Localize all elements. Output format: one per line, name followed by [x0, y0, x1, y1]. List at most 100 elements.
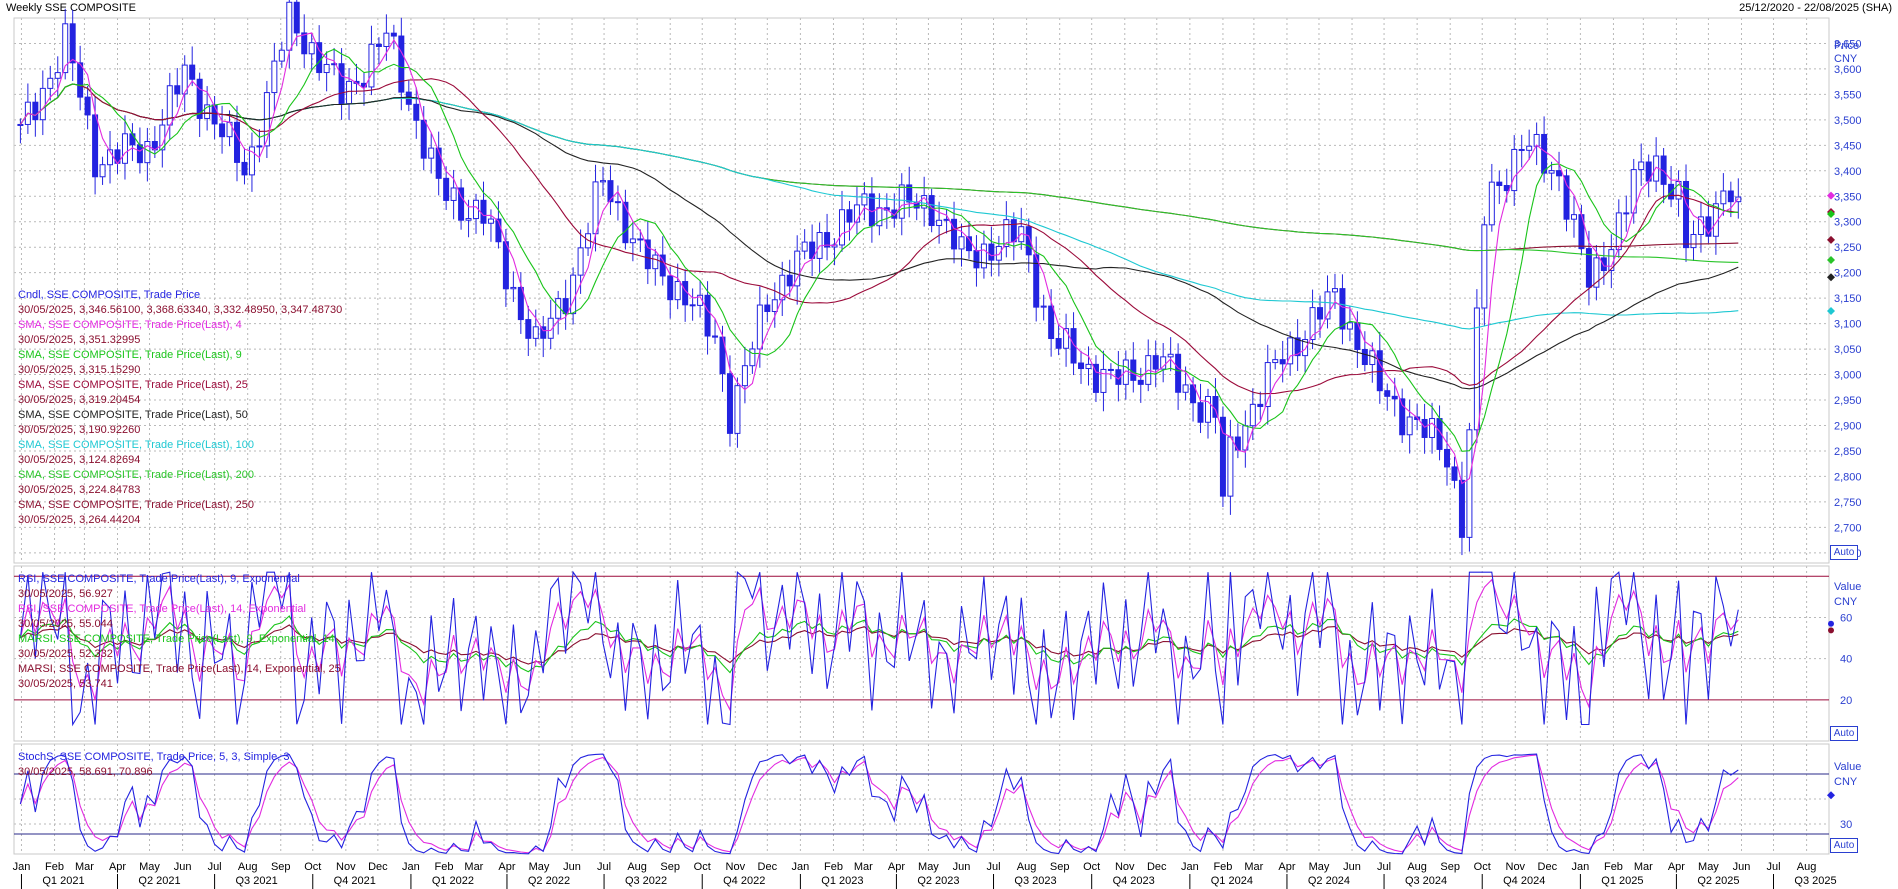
quarter-label: Q3 2021	[235, 875, 277, 887]
rsi-panel-frame	[13, 565, 1830, 742]
month-label: Feb	[435, 861, 454, 873]
candle-body	[771, 299, 778, 312]
candle-body	[62, 23, 69, 74]
candle-body	[1100, 368, 1107, 393]
rsi_panel-legend-line2: 30/05/2025, 55.044	[18, 618, 113, 630]
candle-body	[1511, 148, 1518, 192]
candle-body	[271, 60, 278, 94]
price-tick-label: 3,000	[1834, 370, 1862, 382]
candle-body	[749, 348, 756, 367]
quarter-label: Q2 2025	[1697, 875, 1739, 887]
rsi-value-marker	[1828, 620, 1834, 627]
candle-body	[1518, 148, 1525, 151]
price_panel-legend-line2: 30/05/2025, 3,224.84783	[18, 484, 140, 496]
quarter-label: Q4 2021	[334, 875, 376, 887]
stoch-axis-title: Value	[1834, 761, 1861, 773]
price-tick-label: 3,300	[1834, 217, 1862, 229]
price-axis-unit: CNY	[1834, 53, 1858, 65]
quarter-label: Q1 2022	[432, 875, 474, 887]
price-tick-label: 3,100	[1834, 319, 1862, 331]
rsi_panel-legend-line2: 30/05/2025, 56.927	[18, 588, 113, 600]
price-tick-label: 3,400	[1834, 166, 1862, 178]
candle-body	[196, 78, 203, 119]
value-marker	[1827, 191, 1835, 200]
price-tick-label: 3,600	[1834, 64, 1862, 76]
rsi_panel-legend-line1: MARSI, SSE COMPOSITE, Trade Price(Last),…	[18, 633, 335, 645]
month-label: Nov	[726, 861, 746, 873]
rsi-auto-button[interactable]: Auto	[1830, 726, 1858, 741]
month-label: Feb	[824, 861, 843, 873]
date-range: 25/12/2020 - 22/08/2025 (SHA)	[1739, 2, 1892, 14]
price-axis-title: Price	[1834, 40, 1859, 52]
candle-body	[286, 1, 293, 51]
month-label: Mar	[464, 861, 483, 873]
candle-body	[614, 201, 621, 204]
month-label: Oct	[1474, 861, 1491, 873]
price-auto-button[interactable]: Auto	[1830, 545, 1858, 560]
price-tick-label: 3,350	[1834, 191, 1862, 203]
candle-body	[465, 218, 472, 221]
candle-body	[428, 147, 435, 159]
month-label: Sep	[271, 861, 291, 873]
candle-body	[988, 243, 995, 261]
price-tick-label: 2,850	[1834, 446, 1862, 458]
candle-body	[368, 43, 375, 88]
candle-body	[99, 164, 106, 178]
value-marker	[1827, 273, 1835, 282]
candle-body	[1526, 145, 1533, 151]
month-label: Sep	[660, 861, 680, 873]
candle-body	[458, 187, 465, 221]
marsi-14-line	[20, 624, 1739, 665]
month-label: Apr	[1668, 861, 1685, 873]
candle-body	[1272, 359, 1279, 364]
month-label: Sep	[1440, 861, 1460, 873]
candle-body	[316, 42, 323, 74]
price-plot	[17, 0, 1835, 556]
candle-body	[1204, 395, 1211, 423]
price_panel-legend-line2: 30/05/2025, 3,315.15290	[18, 364, 140, 376]
quarter-label: Q4 2022	[723, 875, 765, 887]
month-label: Jan	[13, 861, 31, 873]
price-tick-label: 2,750	[1834, 497, 1862, 509]
candle-body	[928, 195, 935, 227]
month-label: Feb	[45, 861, 64, 873]
rsi_panel-legend-line2: 30/05/2025, 53.741	[18, 678, 113, 690]
candle-body	[1003, 219, 1010, 247]
stoch-auto-button[interactable]: Auto	[1830, 838, 1858, 853]
candle-body	[495, 218, 502, 243]
stoch-d-line	[19, 754, 1739, 854]
candle-body	[420, 119, 427, 159]
month-label: May	[918, 861, 939, 873]
candle-body	[644, 239, 651, 270]
month-label: Nov	[336, 861, 356, 873]
candle-body	[779, 274, 786, 301]
candle-body	[47, 77, 54, 89]
candle-body	[943, 218, 950, 221]
month-label: Dec	[368, 861, 388, 873]
candle-body	[189, 64, 196, 80]
candle-body	[1727, 190, 1734, 203]
candle-body	[891, 209, 898, 219]
candle-body	[1249, 403, 1256, 427]
candle-body	[958, 236, 965, 250]
candle-body	[69, 23, 76, 64]
candle-body	[39, 87, 46, 121]
chart-title: Weekly SSE COMPOSITE	[6, 2, 136, 14]
candle-body	[301, 32, 308, 55]
month-label: Dec	[1538, 861, 1558, 873]
quarter-label: Q2 2021	[138, 875, 180, 887]
candle-body	[898, 184, 905, 219]
candle-body	[1615, 212, 1622, 251]
candle-body	[1451, 466, 1458, 481]
candle-body	[1294, 337, 1301, 357]
candle-body	[570, 274, 577, 315]
candle-body	[689, 304, 696, 307]
candle-body	[1309, 307, 1316, 341]
month-label: Oct	[304, 861, 321, 873]
marsi-9-line	[19, 615, 1739, 674]
candle-body	[241, 161, 248, 176]
candle-body	[174, 85, 181, 95]
candle-body	[1040, 305, 1047, 308]
candle-body	[1735, 196, 1742, 203]
